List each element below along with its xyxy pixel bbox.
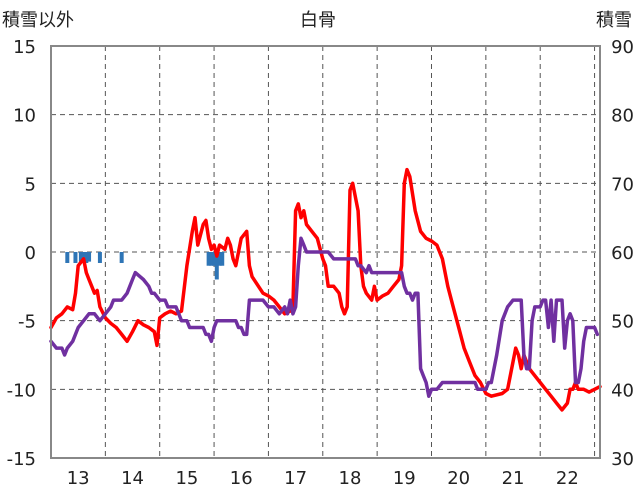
x-tick-label: 22 (556, 468, 579, 489)
x-tick-label: 17 (284, 468, 307, 489)
snow-bars (65, 252, 225, 280)
snow-bar (119, 252, 124, 263)
snow-bar (212, 252, 217, 266)
y-left-tick-label: 15 (13, 37, 36, 58)
snow-bar (217, 252, 222, 266)
x-tick-label: 18 (339, 468, 362, 489)
y-right-tick-label: 70 (611, 174, 634, 195)
y-left-tick-label: -15 (7, 449, 36, 470)
snow-bar (73, 252, 78, 263)
y-right-tick-label: 60 (611, 243, 634, 264)
snow-bar (220, 252, 225, 266)
y-left-tick-label: -10 (7, 380, 36, 401)
y-right-tick-label: 50 (611, 312, 634, 333)
snow-bar (84, 252, 89, 263)
y-left-tick-label: -5 (18, 312, 36, 333)
snow-bar (97, 252, 102, 263)
y-right-tick-label: 30 (611, 449, 634, 470)
y-right-tick-label: 40 (611, 380, 634, 401)
x-tick-label: 14 (121, 468, 144, 489)
series-line-red (49, 167, 602, 412)
series-line-purple (49, 236, 600, 398)
y-left-tick-label: 10 (13, 106, 36, 127)
y-right-tick-label: 80 (611, 106, 634, 127)
plot-frame (50, 45, 601, 459)
snow-bar (87, 252, 92, 262)
x-tick-label: 15 (175, 468, 198, 489)
x-tick-label: 16 (230, 468, 253, 489)
snow-bar (206, 252, 211, 266)
snow-bar (78, 252, 83, 262)
snow-bar (65, 252, 70, 263)
y-left-tick-label: 5 (25, 174, 36, 195)
x-tick-label: 13 (67, 468, 90, 489)
y-left-tick-label: 0 (25, 243, 36, 264)
y-axis-left-label: 積雪以外 (2, 10, 74, 31)
y-axis-right-label: 積雪 (596, 10, 632, 31)
snow-bar (214, 252, 219, 280)
x-tick-label: 21 (502, 468, 525, 489)
series-lines (49, 167, 602, 412)
x-tick-label: 20 (447, 468, 470, 489)
x-tick-label: 19 (393, 468, 416, 489)
chart-title: 白骨 (300, 10, 336, 31)
snow-bar (209, 252, 214, 266)
y-right-tick-label: 90 (611, 37, 634, 58)
